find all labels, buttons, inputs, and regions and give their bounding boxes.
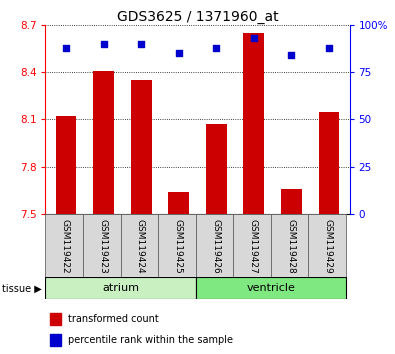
Bar: [196, 277, 346, 299]
Point: [100, 41, 107, 46]
Point: [63, 45, 69, 50]
Text: percentile rank within the sample: percentile rank within the sample: [68, 335, 233, 345]
Text: tissue ▶: tissue ▶: [2, 284, 42, 294]
Bar: [158, 214, 196, 278]
Bar: [271, 214, 308, 278]
Bar: [93, 70, 114, 214]
Text: GSM119425: GSM119425: [173, 219, 182, 273]
Bar: [233, 214, 271, 278]
Text: GSM119424: GSM119424: [136, 219, 145, 273]
Bar: [83, 214, 120, 278]
Point: [288, 52, 295, 58]
Title: GDS3625 / 1371960_at: GDS3625 / 1371960_at: [117, 10, 278, 24]
Text: GSM119428: GSM119428: [286, 219, 295, 273]
Text: ventricle: ventricle: [246, 283, 295, 293]
Bar: [50, 334, 61, 346]
Point: [213, 45, 220, 50]
Bar: [319, 112, 339, 214]
Text: transformed count: transformed count: [68, 314, 159, 324]
Bar: [308, 214, 346, 278]
Text: GSM119426: GSM119426: [211, 219, 220, 273]
Bar: [206, 124, 227, 214]
Point: [326, 45, 332, 50]
Point: [251, 35, 257, 41]
Bar: [45, 214, 83, 278]
Text: GSM119422: GSM119422: [61, 219, 70, 273]
Text: GSM119423: GSM119423: [98, 219, 107, 273]
Bar: [45, 277, 196, 299]
Bar: [281, 189, 302, 214]
Bar: [196, 214, 233, 278]
Point: [175, 50, 182, 56]
Text: GSM119427: GSM119427: [248, 219, 258, 273]
Bar: [56, 116, 76, 214]
Bar: [131, 80, 152, 214]
Bar: [120, 214, 158, 278]
Bar: [50, 313, 61, 325]
Text: atrium: atrium: [102, 283, 139, 293]
Bar: [243, 33, 264, 214]
Text: GSM119429: GSM119429: [324, 219, 333, 273]
Point: [138, 41, 144, 46]
Bar: [168, 192, 189, 214]
